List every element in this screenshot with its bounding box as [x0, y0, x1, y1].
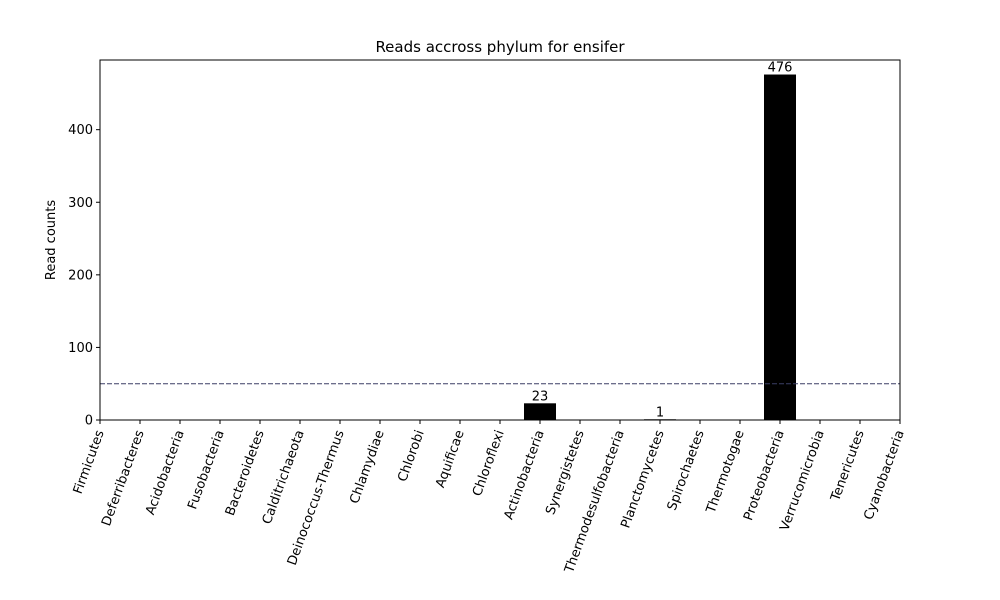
- y-axis: 0 100 200 300 400: [68, 123, 100, 429]
- x-tick-label-deferribacteres: Deferribacteres: [99, 428, 148, 528]
- data-label-actinobacteria: 23: [532, 389, 549, 404]
- y-tick-label-100: 100: [68, 341, 93, 356]
- data-label-planctomycetes: 1: [656, 405, 664, 420]
- x-tick-label-calditrichaeota: Calditrichaeota: [260, 428, 308, 526]
- x-tick-label-aquificae: Aquificae: [433, 428, 468, 490]
- x-tick-label-actinobacteria: Actinobacteria: [501, 428, 547, 522]
- plot-frame: [99, 59, 901, 421]
- bar-actinobacteria: [524, 403, 556, 420]
- x-tick-label-verrucomicrobia: Verrucomicrobia: [777, 428, 827, 533]
- y-tick-label-0: 0: [85, 414, 93, 429]
- x-tick-label-chlamydiae: Chlamydiae: [347, 428, 387, 506]
- y-tick-label-300: 300: [68, 196, 93, 211]
- x-tick-label-proteobacteria: Proteobacteria: [741, 428, 788, 522]
- x-tick-label-cyanobacteria: Cyanobacteria: [861, 428, 907, 522]
- x-tick-label-chlorobi: Chlorobi: [395, 428, 427, 484]
- data-label-proteobacteria: 476: [768, 61, 793, 76]
- y-axis-label: Read counts: [44, 200, 59, 280]
- x-tick-label-bacteroidetes: Bacteroidetes: [223, 428, 268, 518]
- x-axis: FirmicutesDeferribacteresAcidobacteriaFu…: [71, 420, 908, 576]
- x-tick-label-spirochaetes: Spirochaetes: [665, 428, 708, 513]
- x-tick-label-chloroflexi: Chloroflexi: [470, 428, 508, 498]
- x-tick-label-fusobacteria: Fusobacteria: [185, 428, 228, 511]
- x-tick-label-synergistetes: Synergistetes: [543, 428, 588, 517]
- chart-title: Reads accross phylum for ensifer: [375, 38, 625, 56]
- y-tick-label-200: 200: [68, 268, 93, 283]
- y-tick-label-400: 400: [68, 123, 93, 138]
- bar-proteobacteria: [764, 74, 796, 421]
- x-tick-label-planctomycetes: Planctomycetes: [618, 428, 667, 530]
- x-tick-label-firmicutes: Firmicutes: [71, 428, 108, 496]
- x-tick-label-thermotogae: Thermotogae: [704, 428, 748, 516]
- x-tick-label-acidobacteria: Acidobacteria: [143, 428, 188, 517]
- data-labels-group: 23 1 476: [532, 61, 793, 421]
- bars-group: [524, 74, 796, 421]
- x-tick-label-tenericutes: Tenericutes: [828, 428, 868, 504]
